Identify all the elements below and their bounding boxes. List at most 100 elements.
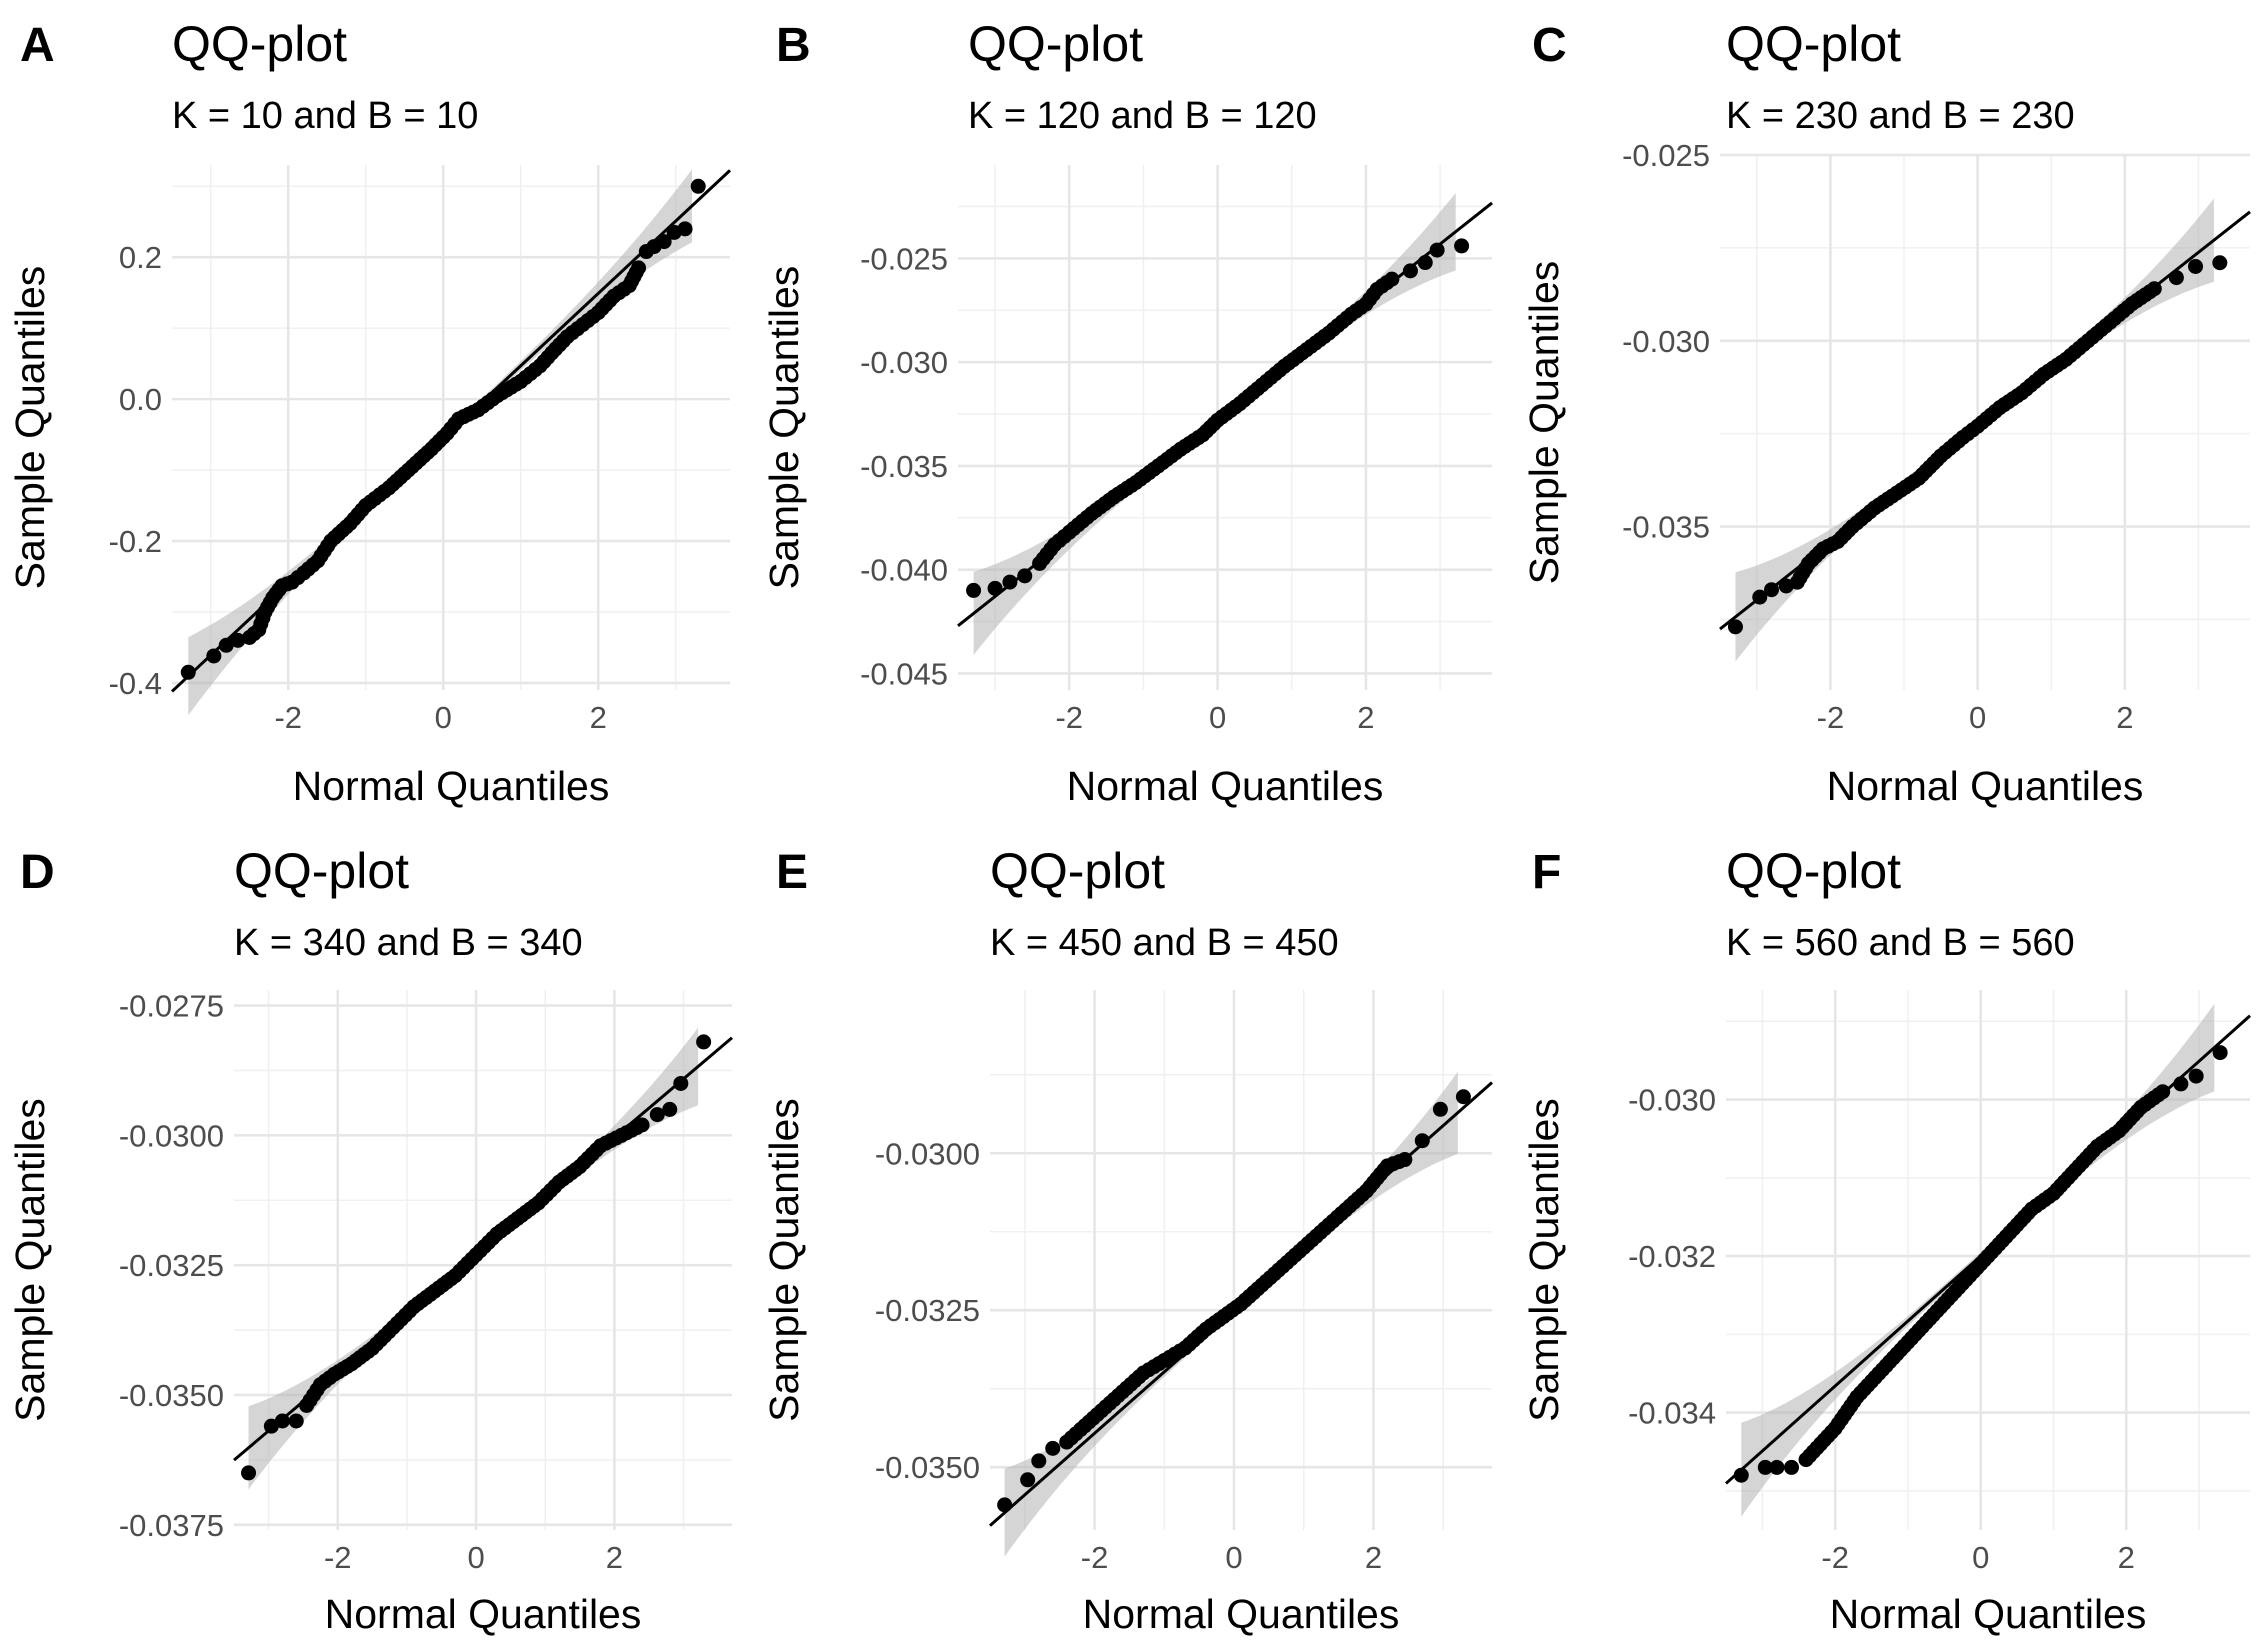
chart-title: QQ-plot <box>234 843 409 899</box>
data-point <box>1397 1152 1413 1168</box>
y-tick-label: -0.0350 <box>875 1450 980 1485</box>
y-tick-label: 0.0 <box>119 382 162 417</box>
data-point <box>2173 1076 2189 1092</box>
data-point <box>2212 1045 2228 1061</box>
y-tick-label: -0.0375 <box>119 1508 224 1543</box>
data-point <box>2168 270 2184 286</box>
x-tick-label: 2 <box>1365 1540 1382 1575</box>
data-point <box>1417 255 1433 271</box>
data-point <box>1017 568 1033 584</box>
data-point <box>662 1101 678 1117</box>
y-tick-label: -0.4 <box>109 666 162 701</box>
data-point <box>1384 271 1400 287</box>
chart-subtitle: K = 560 and B = 560 <box>1726 922 2075 964</box>
data-point <box>1432 1101 1448 1117</box>
chart-title: QQ-plot <box>968 16 1143 72</box>
data-point <box>2212 255 2228 271</box>
data-point <box>241 1465 257 1481</box>
x-axis-title: Normal Quantiles <box>293 763 610 809</box>
x-tick-label: 2 <box>590 700 607 735</box>
data-point <box>634 1117 650 1133</box>
panel-label: D <box>20 846 55 899</box>
x-tick-label: -2 <box>1817 700 1845 735</box>
x-tick-label: -2 <box>274 700 302 735</box>
y-tick-label: -0.035 <box>860 449 948 484</box>
x-tick-label: 0 <box>435 700 452 735</box>
data-point <box>1031 1453 1047 1469</box>
data-point <box>1414 1133 1430 1149</box>
data-point <box>1727 619 1743 635</box>
data-point <box>656 234 672 250</box>
data-point <box>1454 238 1470 254</box>
data-point <box>997 1497 1013 1513</box>
panel-label: B <box>776 19 811 72</box>
panel-e: -2 0 2 -0.0350 -0.0325 -0.0300 E QQ-plot K = 450… <box>761 843 1493 1637</box>
y-tick-label: 0.2 <box>119 240 162 275</box>
y-tick-label: -0.040 <box>860 553 948 588</box>
y-tick-label: -0.0325 <box>875 1293 980 1328</box>
x-tick-label: -2 <box>1081 1540 1109 1575</box>
y-axis-title: Sample Quantiles <box>761 266 807 590</box>
x-tick-label: 2 <box>2116 700 2133 735</box>
data-point <box>1784 1459 1799 1475</box>
y-tick-label: -0.0300 <box>875 1136 980 1171</box>
x-tick-label: 2 <box>606 1540 623 1575</box>
data-point <box>1757 1459 1773 1475</box>
x-tick-label: 0 <box>1209 700 1226 735</box>
panel-d: -2 0 2 -0.0375 -0.0350 -0.0325 -0.0300 -0.0275 D… <box>7 843 733 1637</box>
x-tick-label: -2 <box>1055 700 1083 735</box>
x-tick-label: 0 <box>467 1540 484 1575</box>
panel-a: -2 0 2 -0.4 -0.2 0.0 0.2 A QQ-plot K = 10 and B =… <box>7 16 732 809</box>
chart-title: QQ-plot <box>1726 843 1901 899</box>
chart-title: QQ-plot <box>172 16 347 72</box>
data-point <box>690 178 706 194</box>
data-point <box>2146 281 2162 297</box>
panel-c: -2 0 2 -0.035 -0.030 -0.025 C QQ-plot K = 230 an… <box>1521 16 2251 809</box>
y-axis-title: Sample Quantiles <box>7 266 53 590</box>
x-tick-label: -2 <box>324 1540 352 1575</box>
x-tick-label: 2 <box>2118 1540 2135 1575</box>
data-point <box>1769 1459 1785 1475</box>
x-tick-label: 0 <box>1969 700 1986 735</box>
data-point <box>1764 582 1780 598</box>
data-point <box>1020 1472 1036 1488</box>
data-point <box>696 1034 712 1050</box>
panel-label: C <box>1532 19 1567 72</box>
data-point <box>274 1413 290 1429</box>
panel-f: -2 0 2 -0.034 -0.032 -0.030 F QQ-plot K = 560 an… <box>1521 843 2251 1637</box>
y-tick-label: -0.030 <box>860 345 948 380</box>
data-point <box>230 632 246 648</box>
y-tick-label: -0.0300 <box>119 1118 224 1153</box>
data-point <box>206 648 222 664</box>
y-tick-label: -0.0325 <box>119 1248 224 1283</box>
data-point <box>631 260 647 276</box>
data-point <box>180 664 196 680</box>
x-axis-title: Normal Quantiles <box>1067 763 1384 809</box>
chart-subtitle: K = 120 and B = 120 <box>968 95 1317 137</box>
data-point <box>2188 258 2204 274</box>
chart-subtitle: K = 230 and B = 230 <box>1726 95 2075 137</box>
y-axis-title: Sample Quantiles <box>1521 261 1567 585</box>
y-tick-label: -0.032 <box>1628 1239 1716 1274</box>
y-tick-label: -0.0350 <box>119 1378 224 1413</box>
x-axis-title: Normal Quantiles <box>1083 1591 1400 1637</box>
data-point <box>288 1413 304 1429</box>
x-tick-label: 2 <box>1357 700 1374 735</box>
x-tick-label: 0 <box>1225 1540 1242 1575</box>
panel-label: A <box>20 19 55 72</box>
data-point <box>2188 1068 2204 1084</box>
y-axis-title: Sample Quantiles <box>1521 1098 1567 1422</box>
data-point <box>1045 1440 1061 1456</box>
chart-title: QQ-plot <box>1726 16 1901 72</box>
y-tick-label: -0.035 <box>1622 510 1710 545</box>
chart-subtitle: K = 10 and B = 10 <box>172 95 478 137</box>
data-point <box>1752 589 1768 605</box>
y-tick-label: -0.030 <box>1628 1083 1716 1118</box>
data-point <box>1455 1089 1471 1105</box>
y-axis-title: Sample Quantiles <box>761 1098 807 1422</box>
y-tick-label: -0.034 <box>1628 1396 1716 1431</box>
y-tick-label: -0.045 <box>860 656 948 691</box>
data-point <box>1402 263 1418 279</box>
x-tick-label: 0 <box>1972 1540 1989 1575</box>
